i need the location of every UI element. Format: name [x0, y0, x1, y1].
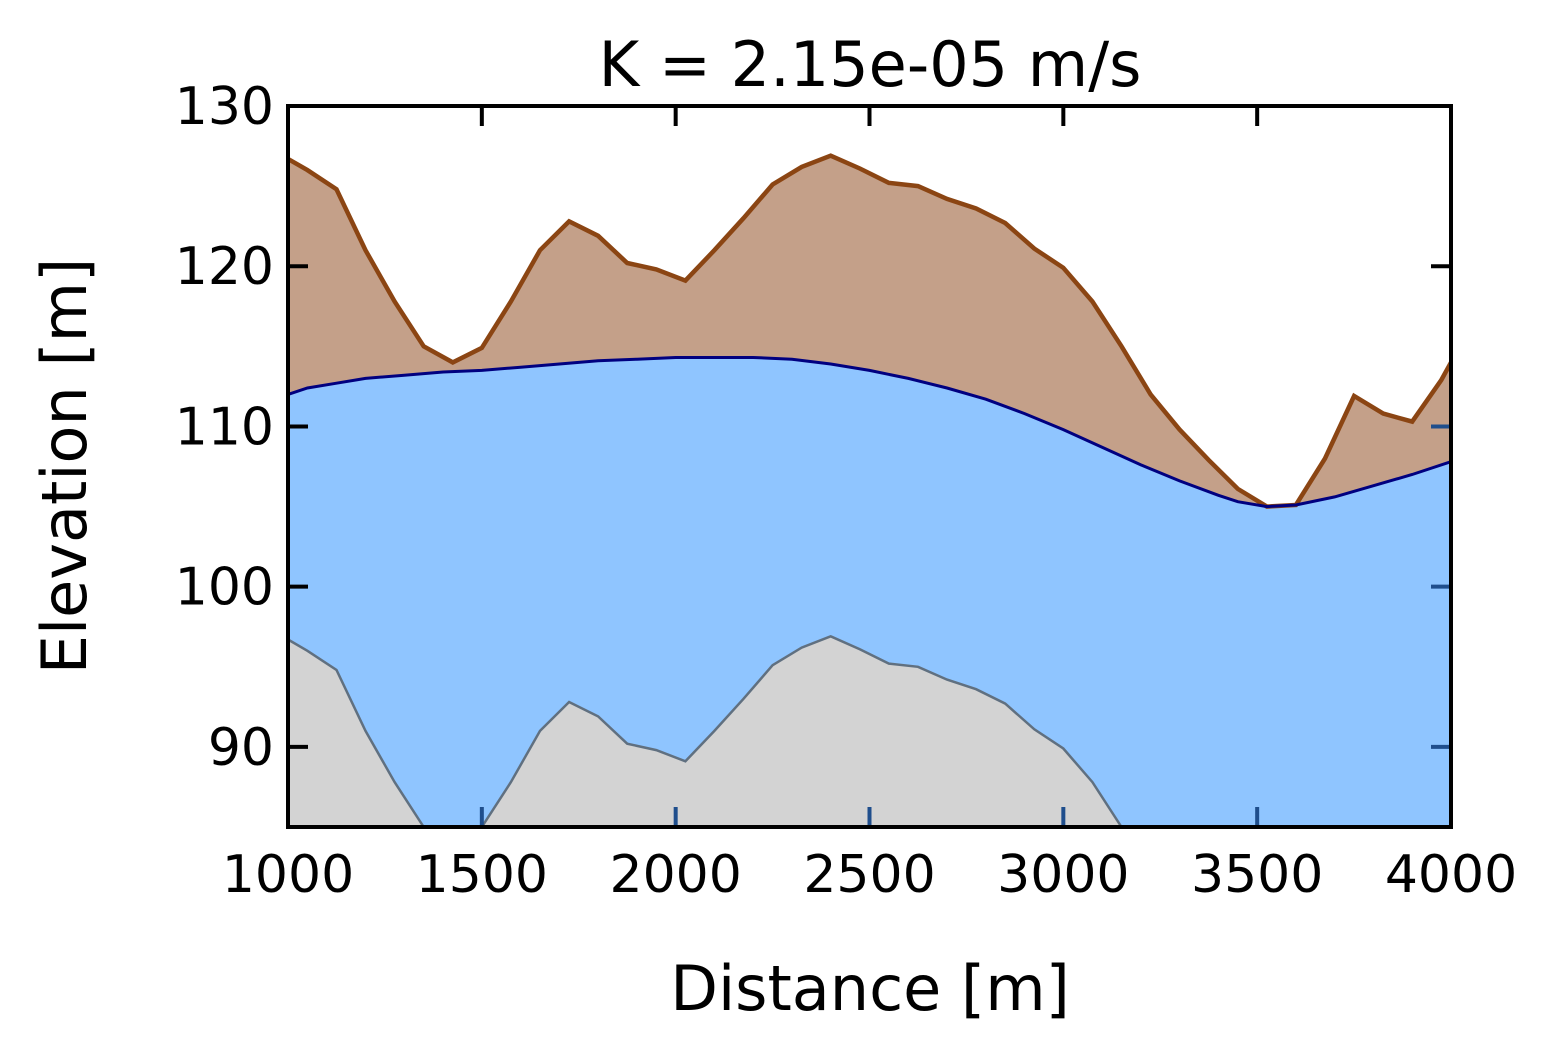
- y-axis-label: Elevation [m]: [28, 258, 101, 674]
- bedrock-series-line: [288, 634, 1123, 827]
- water-table-series-line: [288, 356, 1451, 509]
- x-tick-label: 2000: [609, 845, 741, 905]
- x-tick-label: 1000: [222, 845, 354, 905]
- y-tick-label: 90: [208, 718, 274, 778]
- y-tick-label: 100: [175, 558, 274, 618]
- x-tick-label: 1500: [416, 845, 548, 905]
- x-tick-labels: 1000 1500 2000 2500 3000 3500 4000: [222, 845, 1517, 905]
- plot-frame: [286, 104, 1453, 829]
- y-tick-label: 120: [175, 237, 274, 297]
- y-tick-label: 110: [175, 397, 274, 457]
- plot-area: [288, 153, 1451, 827]
- x-tick-label: 4000: [1385, 845, 1517, 905]
- x-axis-label: Distance [m]: [670, 952, 1070, 1025]
- axis-ticks: [288, 106, 1451, 827]
- x-tick-label: 2500: [803, 845, 935, 905]
- y-tick-label: 130: [175, 77, 274, 137]
- x-tick-label: 3000: [997, 845, 1129, 905]
- bedrock-area-fill: [288, 636, 1122, 827]
- x-tick-label: 3500: [1191, 845, 1323, 905]
- y-tick-labels: 90 100 110 120 130: [175, 77, 274, 778]
- chart-title: K = 2.15e-05 m/s: [599, 28, 1142, 101]
